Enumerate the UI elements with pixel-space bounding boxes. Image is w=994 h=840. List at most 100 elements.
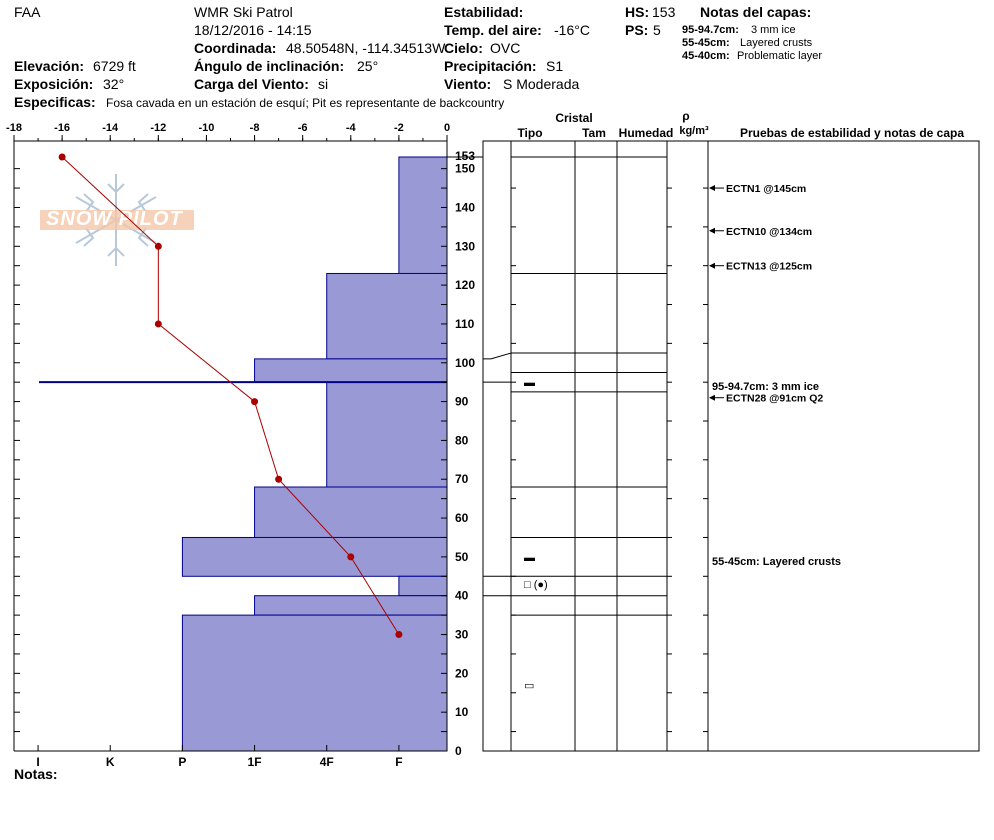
annotation-arrow-head [709, 394, 715, 401]
specifics-value: Fosa cavada en un estación de esquí; Pit… [106, 96, 505, 110]
hs-value: 153 [652, 4, 676, 20]
stratigraphy-table: Cristal Tipo Tam Humedad ρ kg/m³ Pruebas de es… [482, 109, 980, 752]
temperature-point [58, 153, 66, 161]
grain-type-symbol: □ (●) [524, 579, 548, 591]
temperature-point [395, 631, 403, 639]
precip-value: S1 [546, 58, 564, 74]
hardness-tick-label: I [36, 755, 39, 769]
hardness-bar [254, 486, 448, 538]
annotation-arrow-head [709, 262, 715, 269]
temp-tick-label: -14 [102, 122, 119, 134]
crystal-header: Cristal [555, 111, 592, 125]
hardness-tick-label: K [106, 755, 115, 769]
temp-tick-label: -6 [298, 122, 308, 134]
layer-note-range: 45-40cm: [682, 50, 730, 62]
density-symbol: ρ [682, 109, 689, 123]
snowpilot-logo: SNOW PILOT [38, 170, 198, 270]
annotation-arrow-head [709, 185, 715, 192]
layer-connector [483, 352, 512, 360]
height-tick-label: 70 [455, 472, 469, 486]
notes-label: Notas: [14, 766, 58, 782]
hardness-bar [398, 575, 448, 597]
height-total-label: 153 [455, 149, 475, 163]
coord-label: Coordinada: [194, 40, 277, 56]
temp-tick-label: -10 [198, 122, 214, 134]
airtemp-label: Temp. del aire: [444, 22, 542, 38]
height-tick-label: 120 [455, 278, 475, 292]
temperature-point [154, 320, 162, 328]
height-tick-label: 100 [455, 356, 475, 370]
temperature-point [251, 398, 259, 406]
sky-label: Cielo: [444, 40, 483, 56]
temp-tick-label: -16 [54, 122, 70, 134]
aspect-value: 32° [103, 76, 125, 92]
hardness-bar [398, 156, 448, 274]
wind-load-value: si [318, 76, 329, 92]
layer-note-text: Problematic layer [737, 50, 822, 62]
chart-axes: -18 -16 -14 -12 -10 -8 -6 -4 -2 0 0 10 20 30 40 50 60 70 8… [6, 122, 483, 769]
coord-value: 48.50548N, -114.34513W [286, 40, 446, 56]
ps-value: 5 [653, 22, 661, 38]
hardness-tick-label: 4F [320, 755, 334, 769]
height-tick-label: 60 [455, 511, 469, 525]
temp-tick-label: -12 [150, 122, 166, 134]
hardness-bar [326, 272, 448, 360]
observation-datetime: 18/12/2016 - 14:15 [194, 22, 312, 38]
test-annotation: ECTN28 @91cm Q2 [726, 393, 823, 405]
height-tick-label: 30 [455, 628, 469, 642]
hs-label: HS: [625, 4, 650, 20]
incline-label: Ángulo de inclinación: [194, 58, 345, 74]
specifics-label: Especificas: [14, 94, 96, 110]
grain-type-symbol: ▬ [524, 552, 535, 564]
height-tick-label: 20 [455, 666, 469, 680]
temperature-point [347, 553, 355, 561]
height-tick-label: 140 [455, 200, 475, 214]
type-header: Tipo [517, 126, 542, 140]
height-tick-label: 80 [455, 433, 469, 447]
height-tick-label: 110 [455, 317, 475, 331]
table-frame [482, 140, 980, 752]
hardness-bar [254, 358, 448, 383]
layer-annotation: 55-45cm: Layered crusts [712, 556, 841, 568]
height-tick-label: 130 [455, 239, 475, 253]
hardness-tick-label: 1F [248, 755, 262, 769]
size-header: Tam [582, 126, 606, 140]
layer-notes-title: Notas del capas: [700, 4, 812, 20]
wind-value: S Moderada [503, 76, 580, 92]
test-annotation: ECTN10 @134cm [726, 226, 812, 238]
incline-value: 25° [357, 58, 379, 74]
hardness-bars [181, 156, 448, 752]
temp-tick-label: 0 [444, 122, 450, 134]
temp-tick-label: -18 [6, 122, 22, 134]
watermark-text: SNOW PILOT [46, 208, 183, 230]
layer-annotation: 95-94.7cm: 3 mm ice [712, 381, 819, 393]
height-tick-label: 50 [455, 550, 469, 564]
density-unit: kg/m³ [679, 125, 709, 137]
grain-type-symbol: ▭ [524, 680, 534, 692]
height-tick-label: 150 [455, 162, 475, 176]
annotation-arrow-head [709, 227, 715, 234]
test-annotation: ECTN13 @125cm [726, 261, 812, 273]
test-annotation: ECTN1 @145cm [726, 183, 806, 195]
precip-label: Precipitación: [444, 58, 537, 74]
wind-label: Viento: [444, 76, 492, 92]
temperature-profile [58, 153, 403, 639]
temperature-point [275, 475, 283, 483]
sky-value: OVC [490, 40, 521, 56]
ps-label: PS: [625, 22, 649, 38]
height-tick-label: 0 [455, 744, 462, 758]
hardness-bar [326, 381, 448, 488]
layer-note-text: Layered crusts [740, 37, 813, 49]
snowflake-icon [40, 174, 194, 266]
moisture-header: Humedad [619, 126, 674, 140]
stability-label: Estabilidad: [444, 4, 524, 20]
hardness-bar [254, 595, 448, 616]
wind-load-label: Carga del Viento: [194, 76, 309, 92]
hardness-bar [181, 614, 448, 752]
org-name: FAA [14, 4, 41, 20]
height-tick-label: 10 [455, 705, 469, 719]
elevation-label: Elevación: [14, 58, 85, 74]
tests-header: Pruebas de estabilidad y notas de capa [740, 126, 964, 140]
aspect-label: Exposición: [14, 76, 94, 92]
